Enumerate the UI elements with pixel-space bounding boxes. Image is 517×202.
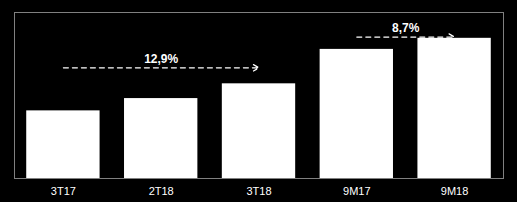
svg-text:3T17: 3T17 <box>51 185 76 197</box>
svg-text:3T18: 3T18 <box>246 185 271 197</box>
svg-text:12,9%: 12,9% <box>144 52 178 66</box>
svg-text:9M17: 9M17 <box>343 185 371 197</box>
svg-text:8,7%: 8,7% <box>392 21 420 35</box>
svg-text:2T18: 2T18 <box>149 185 174 197</box>
svg-text:9M18: 9M18 <box>441 185 469 197</box>
